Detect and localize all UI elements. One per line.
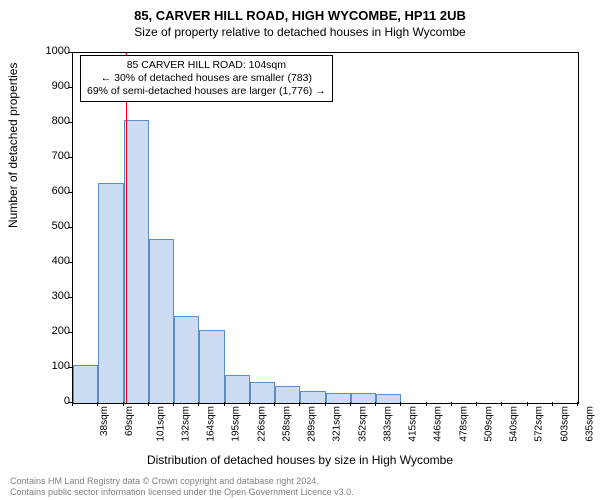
- x-tick-label: 289sqm: [307, 406, 318, 442]
- y-tick-mark: [68, 52, 72, 53]
- x-tick-mark: [198, 402, 199, 406]
- histogram-bar: [300, 391, 325, 403]
- x-tick-mark: [72, 402, 73, 406]
- x-tick-label: 478sqm: [458, 406, 469, 442]
- x-tick-label: 352sqm: [357, 406, 368, 442]
- y-tick-mark: [68, 87, 72, 88]
- histogram-bar: [376, 394, 401, 403]
- histogram-bar: [225, 375, 250, 403]
- x-tick-mark: [476, 402, 477, 406]
- histogram-bar: [98, 183, 123, 404]
- x-tick-label: 383sqm: [382, 406, 393, 442]
- x-tick-mark: [148, 402, 149, 406]
- annotation-line-2: ← 30% of detached houses are smaller (78…: [87, 72, 326, 85]
- x-tick-mark: [375, 402, 376, 406]
- x-tick-label: 164sqm: [206, 406, 217, 442]
- x-tick-label: 603sqm: [559, 406, 570, 442]
- x-tick-mark: [426, 402, 427, 406]
- x-tick-label: 195sqm: [231, 406, 242, 442]
- y-tick-label: 100: [30, 360, 70, 372]
- histogram-bar: [199, 330, 224, 404]
- histogram-bar: [250, 382, 275, 403]
- x-tick-mark: [501, 402, 502, 406]
- footer-line-2: Contains public sector information licen…: [10, 487, 354, 498]
- x-tick-mark: [577, 402, 578, 406]
- footer-line-1: Contains HM Land Registry data © Crown c…: [10, 476, 354, 487]
- annotation-line-3: 69% of semi-detached houses are larger (…: [87, 85, 326, 98]
- y-tick-mark: [68, 192, 72, 193]
- x-tick-label: 509sqm: [483, 406, 494, 442]
- chart-title-main: 85, CARVER HILL ROAD, HIGH WYCOMBE, HP11…: [10, 8, 590, 23]
- y-tick-mark: [68, 367, 72, 368]
- x-tick-mark: [350, 402, 351, 406]
- x-tick-label: 572sqm: [534, 406, 545, 442]
- x-tick-label: 38sqm: [99, 406, 110, 436]
- x-tick-mark: [325, 402, 326, 406]
- x-tick-mark: [552, 402, 553, 406]
- histogram-bar: [326, 393, 351, 404]
- y-tick-label: 600: [30, 185, 70, 197]
- x-tick-mark: [97, 402, 98, 406]
- y-tick-mark: [68, 122, 72, 123]
- y-tick-label: 500: [30, 220, 70, 232]
- y-tick-mark: [68, 332, 72, 333]
- y-tick-label: 800: [30, 115, 70, 127]
- y-tick-label: 1000: [30, 45, 70, 57]
- x-tick-label: 321sqm: [332, 406, 343, 442]
- y-tick-mark: [68, 297, 72, 298]
- x-tick-mark: [173, 402, 174, 406]
- y-tick-mark: [68, 227, 72, 228]
- histogram-bar: [351, 393, 376, 404]
- x-tick-mark: [274, 402, 275, 406]
- chart-container: 85, CARVER HILL ROAD, HIGH WYCOMBE, HP11…: [10, 8, 590, 468]
- x-tick-mark: [249, 402, 250, 406]
- x-tick-mark: [123, 402, 124, 406]
- x-tick-label: 226sqm: [256, 406, 267, 442]
- x-tick-label: 132sqm: [180, 406, 191, 442]
- x-tick-label: 69sqm: [124, 406, 135, 436]
- x-axis-label: Distribution of detached houses by size …: [10, 453, 590, 467]
- marker-line: [126, 53, 127, 403]
- x-tick-mark: [400, 402, 401, 406]
- y-tick-label: 900: [30, 80, 70, 92]
- chart-title-sub: Size of property relative to detached ho…: [10, 25, 590, 39]
- x-tick-mark: [299, 402, 300, 406]
- y-tick-mark: [68, 157, 72, 158]
- y-tick-label: 400: [30, 255, 70, 267]
- histogram-bar: [149, 239, 174, 404]
- annotation-box: 85 CARVER HILL ROAD: 104sqm← 30% of deta…: [80, 55, 333, 102]
- x-tick-label: 258sqm: [281, 406, 292, 442]
- x-tick-label: 446sqm: [433, 406, 444, 442]
- x-tick-label: 635sqm: [584, 406, 595, 442]
- y-tick-label: 200: [30, 325, 70, 337]
- footer-attribution: Contains HM Land Registry data © Crown c…: [10, 476, 354, 498]
- y-tick-label: 0: [30, 395, 70, 407]
- histogram-bar: [275, 386, 300, 404]
- y-axis-label: Number of detached properties: [6, 63, 20, 228]
- x-tick-label: 101sqm: [155, 406, 166, 442]
- y-tick-label: 300: [30, 290, 70, 302]
- x-tick-label: 415sqm: [408, 406, 419, 442]
- y-tick-label: 700: [30, 150, 70, 162]
- y-tick-mark: [68, 262, 72, 263]
- x-tick-mark: [224, 402, 225, 406]
- x-tick-label: 540sqm: [509, 406, 520, 442]
- annotation-line-1: 85 CARVER HILL ROAD: 104sqm: [87, 59, 326, 72]
- histogram-bar: [73, 365, 98, 404]
- x-tick-mark: [527, 402, 528, 406]
- histogram-bar: [174, 316, 199, 404]
- plot-area: [72, 52, 579, 404]
- x-tick-mark: [451, 402, 452, 406]
- histogram-bar: [124, 120, 149, 404]
